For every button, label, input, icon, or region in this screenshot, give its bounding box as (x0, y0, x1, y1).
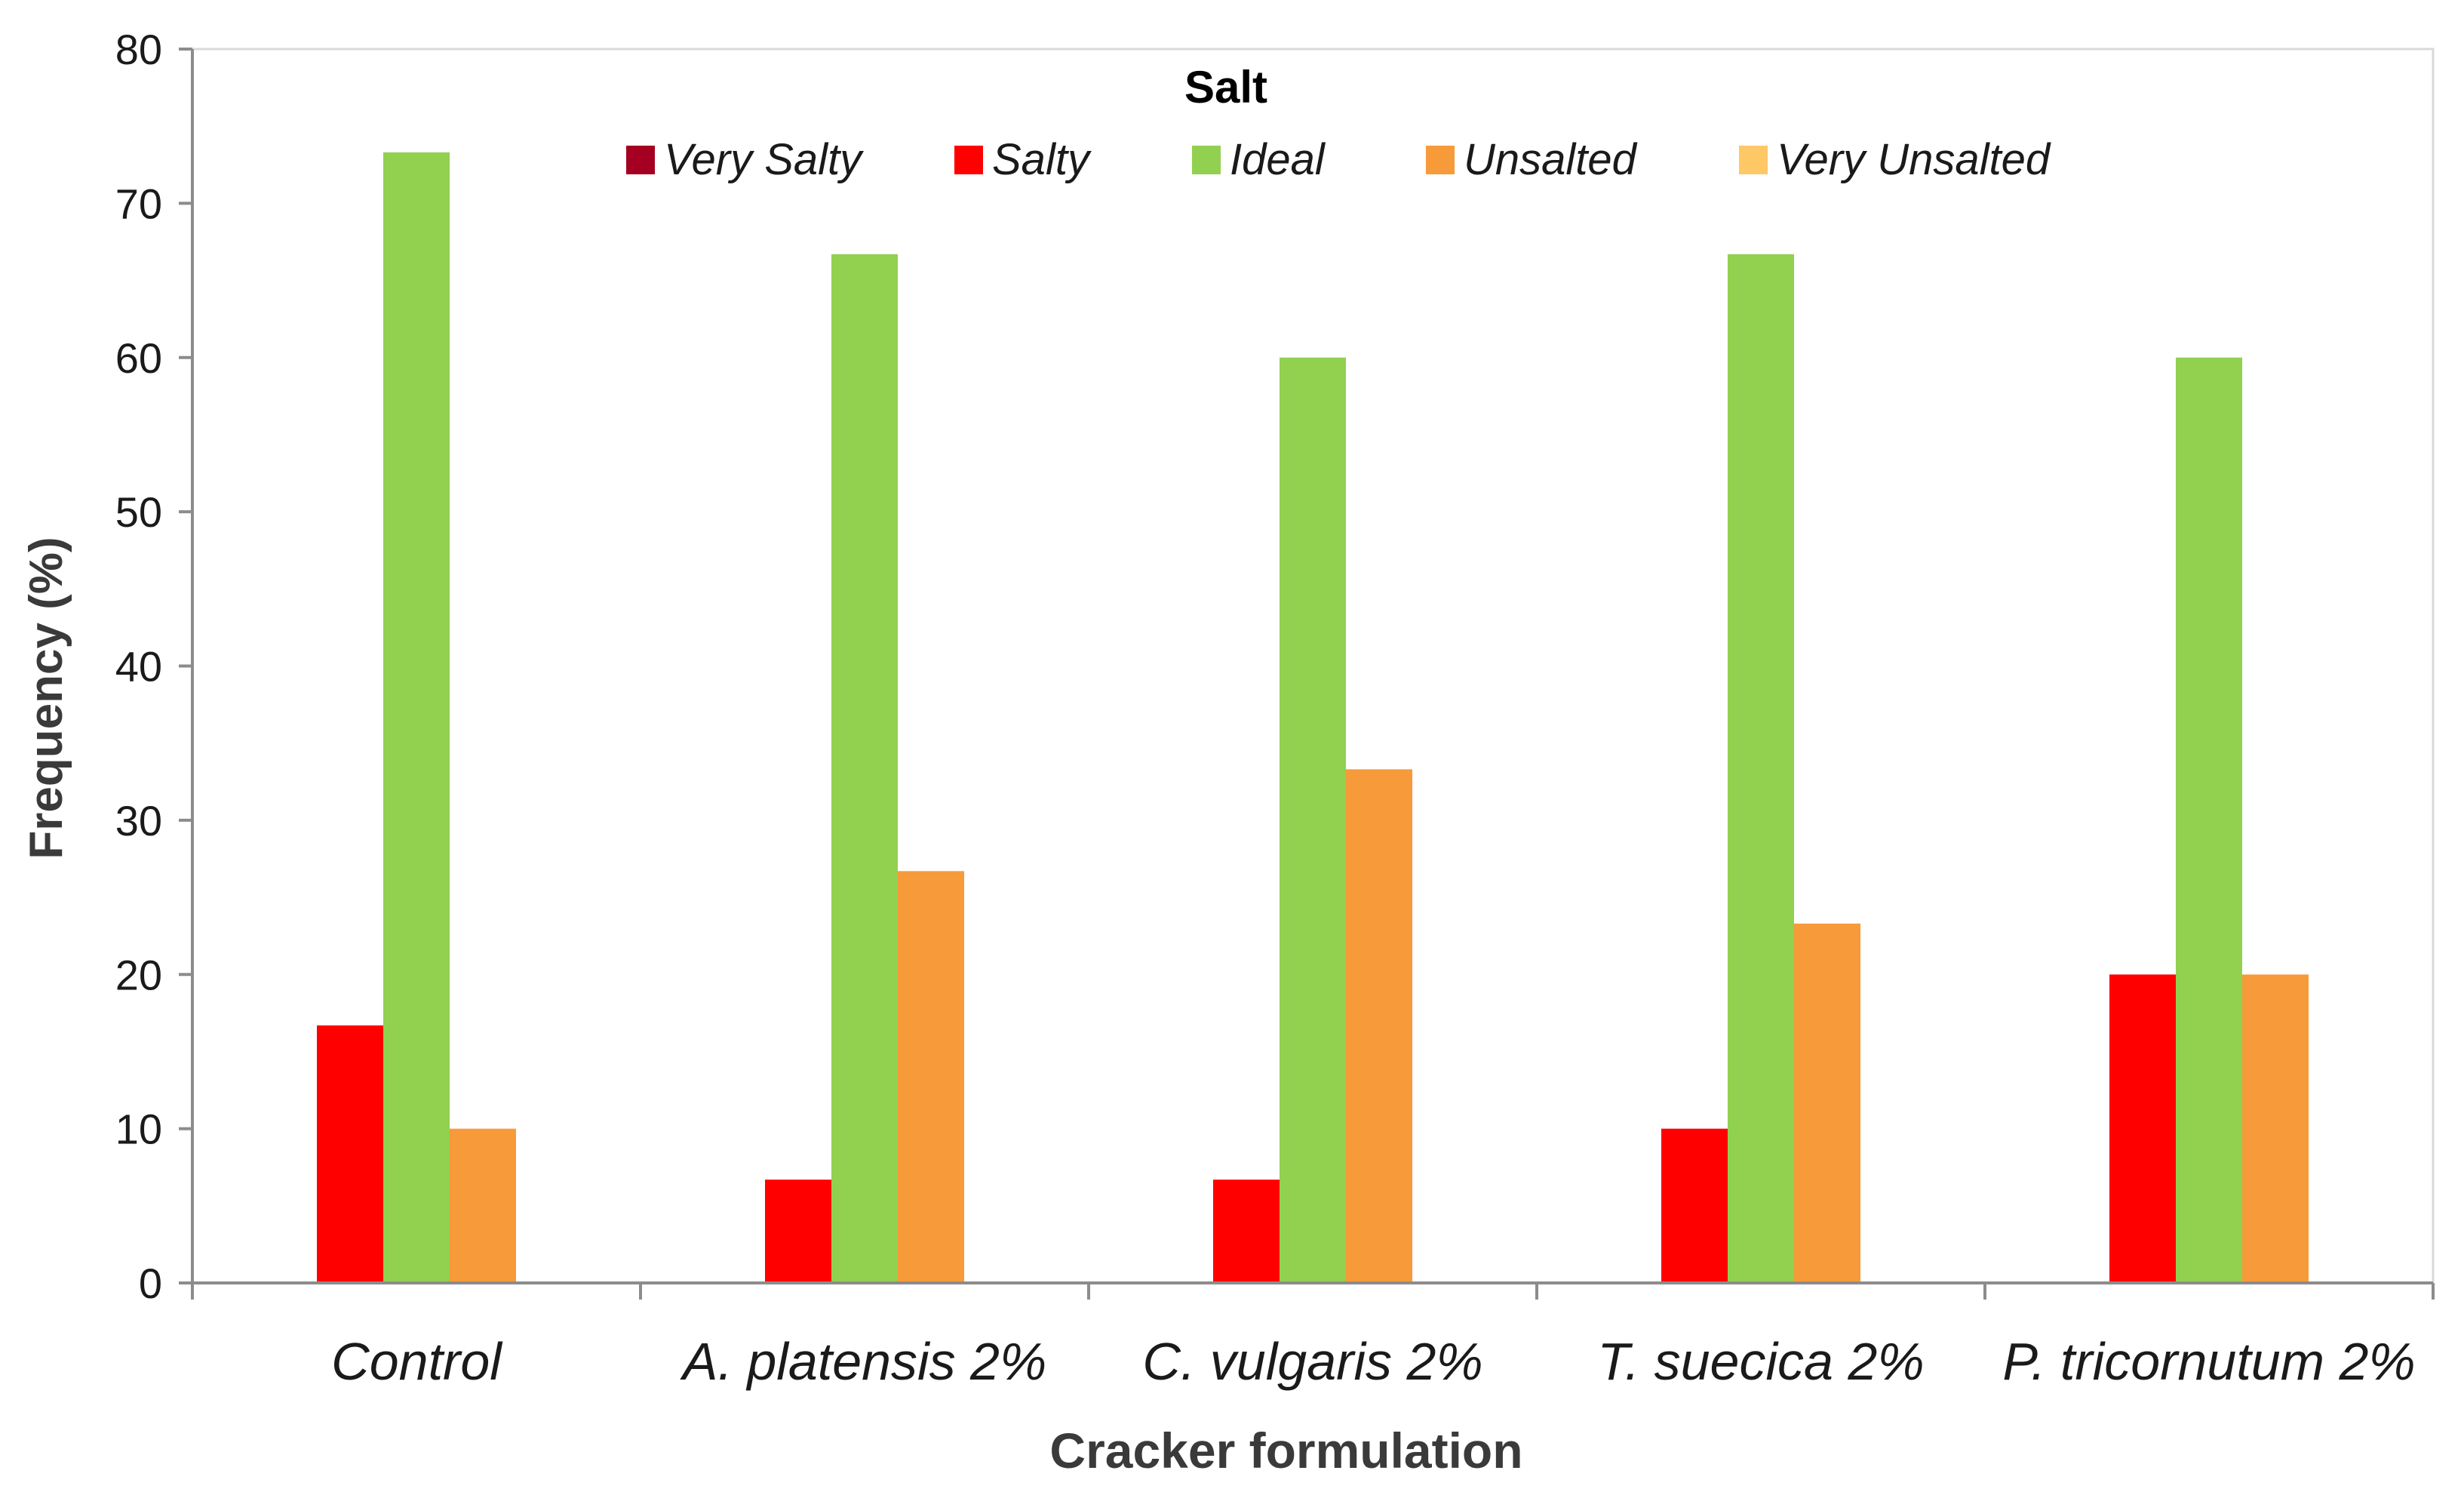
legend-label: Ideal (1230, 135, 1326, 184)
y-tick-label: 40 (115, 643, 162, 691)
bar-salty-2 (765, 1180, 831, 1283)
legend-label: Salty (992, 135, 1092, 184)
x-axis-title: Cracker formulation (1049, 1423, 1522, 1478)
legend-swatch-unsalted (1426, 146, 1455, 174)
bar-unsalted-4 (1794, 923, 1860, 1283)
y-tick-label: 0 (139, 1260, 162, 1307)
bar-unsalted-2 (898, 871, 964, 1283)
bar-salty-3 (1213, 1180, 1280, 1283)
x-category-label: A. platensis 2% (680, 1332, 1046, 1391)
x-category-label: Control (331, 1332, 503, 1391)
bar-unsalted-5 (2242, 974, 2309, 1284)
legend-swatch-salty (954, 146, 983, 174)
legend-swatch-ideal (1192, 146, 1221, 174)
legend-swatch-very-salty (626, 146, 655, 174)
y-tick-label: 10 (115, 1106, 162, 1153)
x-category-label: C. vulgaris 2% (1142, 1332, 1482, 1391)
bar-ideal-5 (2176, 357, 2242, 1284)
bar-unsalted-3 (1346, 769, 1412, 1283)
bar-unsalted-1 (450, 1128, 516, 1283)
y-tick-label: 20 (115, 951, 162, 998)
y-tick-label: 80 (115, 26, 162, 73)
y-axis-title: Frequency (%) (20, 537, 72, 859)
bar-ideal-4 (1728, 254, 1794, 1283)
y-tick-label: 60 (115, 334, 162, 382)
legend-label: Very Unsalted (1777, 135, 2051, 184)
bar-ideal-2 (831, 254, 898, 1283)
bar-salty-1 (317, 1025, 383, 1283)
bar-ideal-1 (383, 152, 450, 1283)
legend-label: Very Salty (664, 135, 864, 184)
bar-salty-5 (2109, 974, 2176, 1284)
y-tick-label: 30 (115, 797, 162, 844)
bar-salty-4 (1661, 1128, 1728, 1283)
legend-swatch-very-unsalted (1739, 146, 1768, 174)
legend-label: Unsalted (1464, 135, 1638, 184)
y-tick-label: 50 (115, 488, 162, 536)
x-category-label: T. suecica 2% (1597, 1332, 1924, 1391)
bar-ideal-3 (1280, 357, 1346, 1284)
y-tick-label: 70 (115, 180, 162, 227)
x-category-label: P. tricornutum 2% (2002, 1332, 2415, 1391)
chart-title: Salt (1184, 62, 1267, 112)
